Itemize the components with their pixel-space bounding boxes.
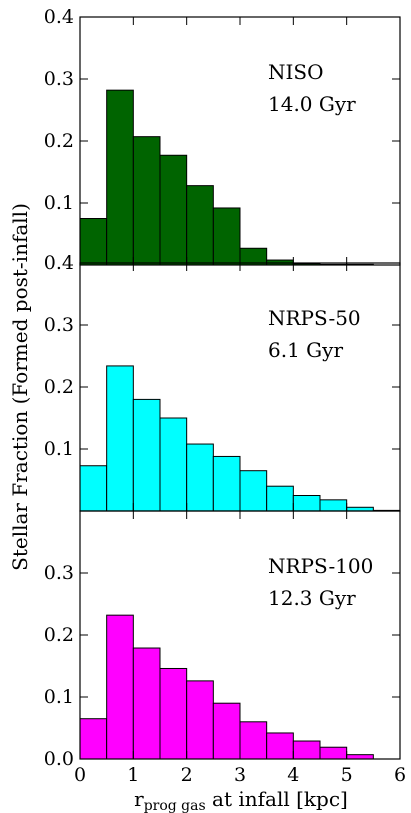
- x-tick-label: 5: [341, 764, 353, 786]
- histogram-bar: [186, 185, 214, 266]
- x-tick-label: 0: [74, 764, 86, 786]
- histogram-bar: [239, 721, 268, 760]
- histogram-bar: [212, 702, 241, 760]
- panel-label-time: 14.0 Gyr: [268, 92, 356, 116]
- histogram-bar: [132, 647, 161, 760]
- histogram-bar: [292, 740, 321, 760]
- histogram-bar: [266, 732, 294, 760]
- panel-label-name: NRPS-100: [268, 554, 373, 578]
- y-tick-label: 0.3: [44, 562, 74, 584]
- y-tick-label: 0.2: [44, 376, 74, 398]
- histogram-bar: [159, 417, 188, 512]
- histogram-bar: [319, 746, 348, 760]
- histogram-bar: [292, 495, 321, 512]
- histogram-bar: [79, 718, 108, 760]
- panel-label-name: NISO: [268, 60, 324, 84]
- y-axis-label: Stellar Fraction (Formed post-infall): [8, 203, 32, 571]
- histogram-bar: [132, 398, 161, 512]
- histogram-bar: [159, 667, 188, 760]
- y-tick-label: 0.0: [44, 748, 74, 770]
- y-tick-label: 0.3: [44, 314, 74, 336]
- y-tick-label: 0.1: [44, 686, 74, 708]
- x-tick-label: 1: [127, 764, 139, 786]
- x-tick-label: 3: [234, 764, 246, 786]
- histogram-bar: [186, 680, 214, 760]
- histogram-bar: [79, 218, 108, 266]
- histogram-bar: [212, 207, 241, 266]
- ticks-layer: [79, 16, 401, 760]
- histogram-bar: [212, 455, 241, 512]
- panel-label-time: 6.1 Gyr: [268, 338, 343, 362]
- y-tick-label: 0.3: [44, 68, 74, 90]
- bars-layer: [79, 89, 401, 760]
- x-axis-label-main: r: [134, 787, 144, 811]
- panel-label-time: 12.3 Gyr: [268, 586, 356, 610]
- histogram-bar: [106, 365, 134, 512]
- histogram-bar: [239, 470, 268, 512]
- histogram-bar: [346, 754, 374, 760]
- histogram-bar: [186, 443, 214, 512]
- y-tick-label: 0.4: [44, 6, 74, 28]
- y-tick-label: 0.2: [44, 624, 74, 646]
- histogram-bar: [106, 89, 134, 266]
- y-tick-label: 0.1: [44, 192, 74, 214]
- histogram-bar: [106, 614, 134, 760]
- labels-layer: 0.1 0.2 0.3 0.4 NISO 14.0 Gyr 0.1 0.2 0.3 0.4 NRPS…: [44, 6, 406, 786]
- y-tick-label: 0.4: [44, 252, 74, 274]
- x-tick-label: 6: [394, 764, 406, 786]
- histogram-bar: [159, 154, 188, 266]
- x-axis-label-subscript: prog gas: [144, 798, 206, 813]
- histogram-bar: [319, 499, 348, 512]
- histogram-bar: [79, 465, 108, 512]
- panel-label-name: NRPS-50: [268, 306, 361, 330]
- y-tick-label: 0.1: [44, 438, 74, 460]
- x-tick-label: 2: [181, 764, 193, 786]
- histogram-bar: [132, 136, 161, 266]
- x-axis-label-rest: at infall [kpc]: [206, 787, 348, 811]
- x-tick-label: 4: [287, 764, 299, 786]
- histogram-bar: [266, 485, 294, 512]
- x-axis-label: rprog gas at infall [kpc]: [134, 787, 348, 813]
- y-tick-label: 0.2: [44, 130, 74, 152]
